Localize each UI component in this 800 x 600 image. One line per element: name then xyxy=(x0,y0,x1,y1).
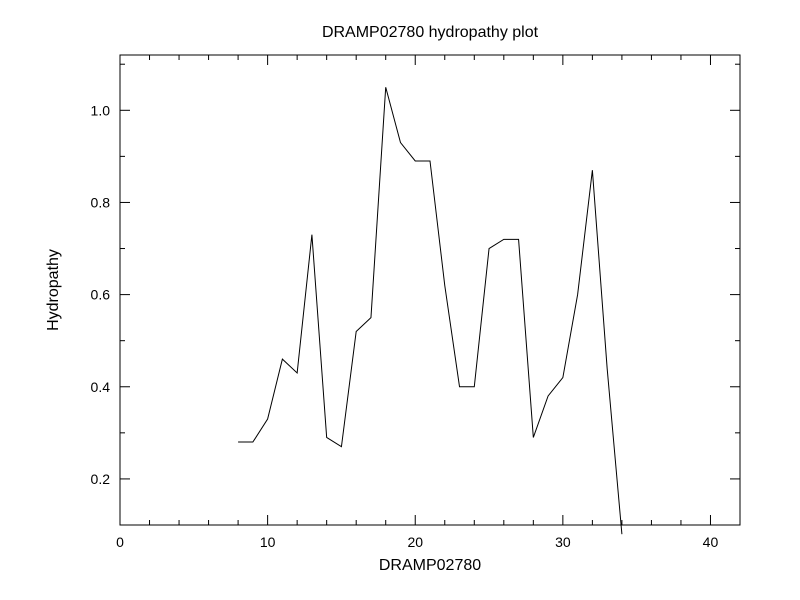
y-tick-label: 0.6 xyxy=(91,287,111,303)
y-tick-label: 0.2 xyxy=(91,471,111,487)
y-tick-label: 0.4 xyxy=(91,379,111,395)
x-tick-label: 10 xyxy=(260,534,276,550)
x-tick-label: 40 xyxy=(703,534,719,550)
x-axis-label: DRAMP02780 xyxy=(379,557,481,574)
y-axis-label: Hydropathy xyxy=(45,249,62,331)
y-tick-label: 1.0 xyxy=(91,102,111,118)
hydropathy-chart: 0 10 20 30 40 0.2 0.4 0.6 0.8 1.0 DRAMP02780 hydro… xyxy=(0,0,800,600)
x-tick-label: 30 xyxy=(555,534,571,550)
chart-container: 0 10 20 30 40 0.2 0.4 0.6 0.8 1.0 DRAMP02780 hydro… xyxy=(0,0,800,600)
plot-frame xyxy=(120,55,740,525)
y-tick-label: 0.8 xyxy=(91,194,111,210)
chart-title: DRAMP02780 hydropathy plot xyxy=(322,24,539,41)
x-tick-label: 0 xyxy=(116,534,124,550)
x-tick-label: 20 xyxy=(407,534,423,550)
data-line xyxy=(238,87,622,534)
